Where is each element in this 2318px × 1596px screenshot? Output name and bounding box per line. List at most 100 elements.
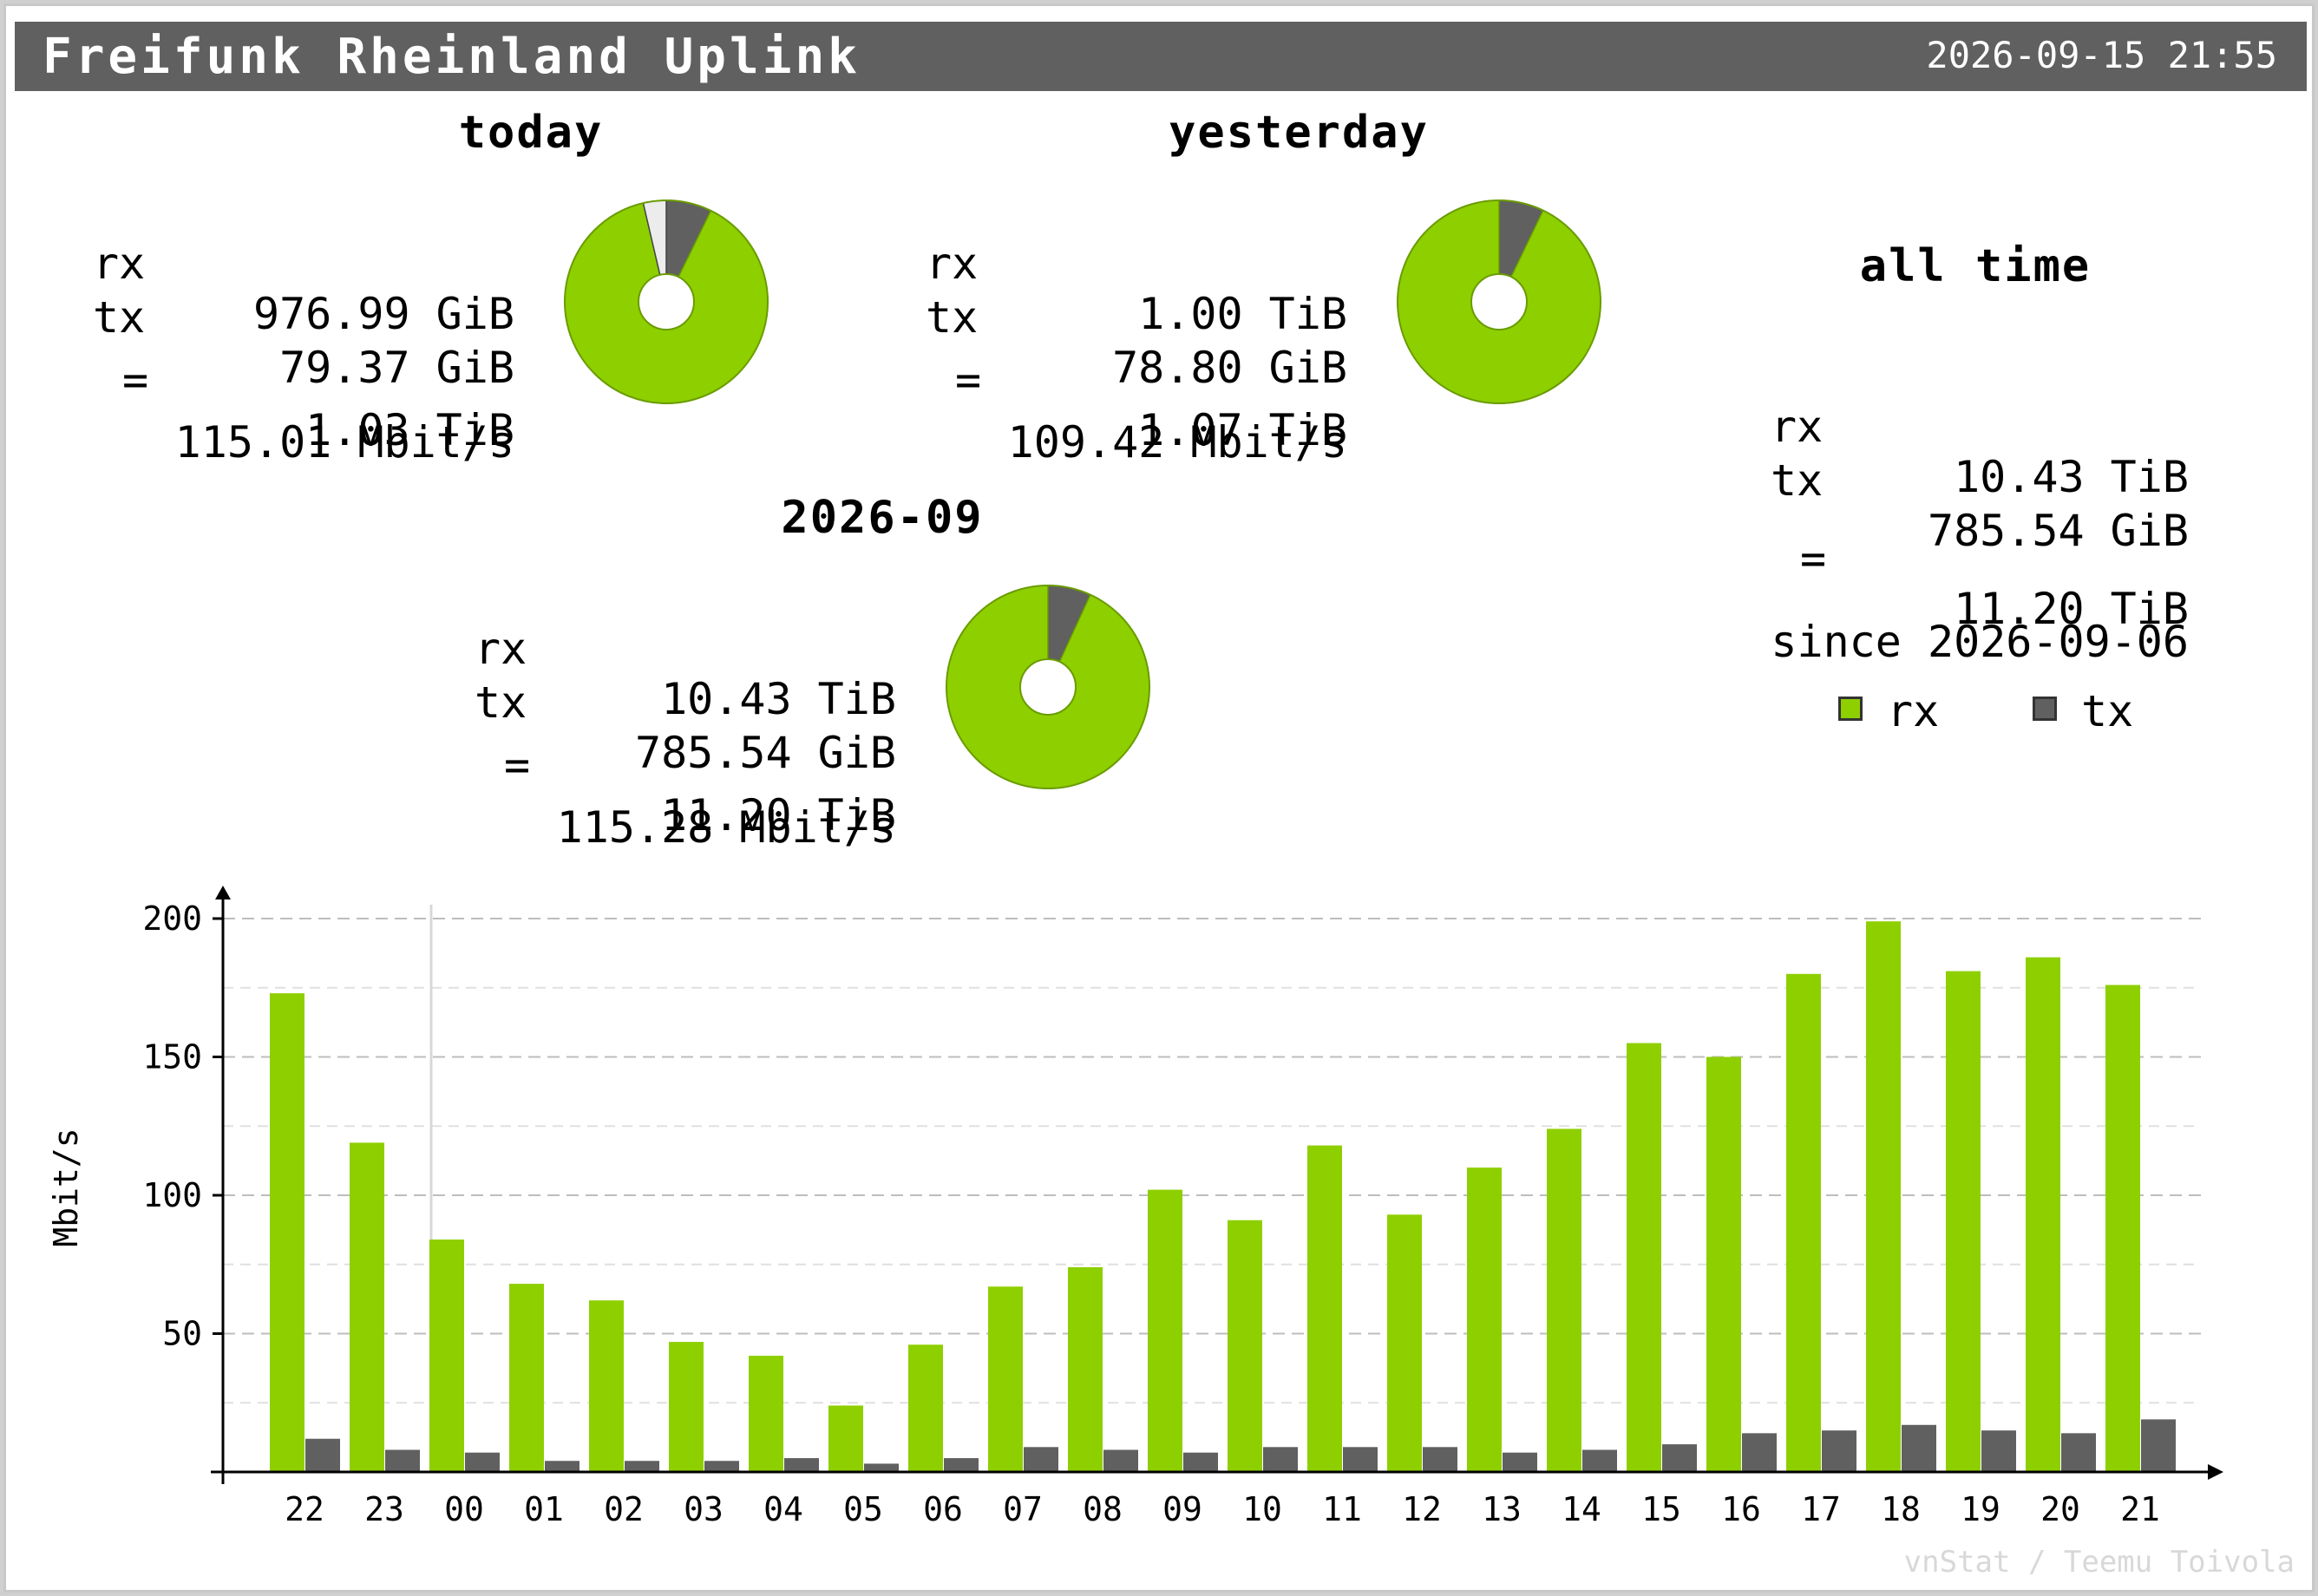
today-rx-value: 976.99 GiB [252,289,514,339]
pie-outline [1397,200,1601,404]
yesterday-total-row: = 1.07 TiB [926,304,1347,506]
x-tick-label-14: 14 [1562,1490,1601,1528]
month-rx-value: 10.43 TiB [661,674,896,724]
yesterday-rate: 109.42 Mbit/s [1007,417,1347,468]
bar-tx-07 [1024,1447,1058,1472]
today-rx-row: rx 976.99 GiB [93,188,514,389]
pie-hole [1019,658,1077,716]
bar-rx-07 [988,1286,1023,1472]
today-tx-value: 79.37 GiB [279,343,514,393]
vnstat-image: Freifunk Rheinland Uplink 2026-09-15 21:… [3,3,2315,1593]
bar-tx-15 [1662,1444,1697,1472]
month-pie-chart [946,585,1150,789]
bar-tx-10 [1263,1447,1298,1472]
bar-tx-13 [1503,1452,1537,1472]
y-axis-arrow [215,886,231,899]
legend-tx-label: tx [2081,686,2134,736]
bar-tx-04 [784,1458,819,1472]
y-tick-label: 100 [142,1176,202,1214]
pie-hole [1470,273,1528,330]
alltime-total-value: 11.20 TiB [1954,584,2189,634]
bar-rx-00 [429,1240,464,1472]
x-tick-label-03: 03 [684,1490,724,1528]
bar-rx-06 [908,1344,943,1472]
x-tick-label-19: 19 [1961,1490,2000,1528]
alltime-tx-value: 785.54 GiB [1927,506,2189,556]
bar-tx-02 [625,1461,659,1472]
x-axis-arrow [2208,1464,2223,1480]
bar-tx-23 [385,1449,420,1472]
bar-rx-23 [350,1142,384,1472]
x-tick-label-08: 08 [1083,1490,1123,1528]
month-total-value: 11.20 TiB [661,790,896,841]
yesterday-title: yesterday [1169,107,1429,159]
today-rx-label: rx [93,239,146,289]
bar-tx-11 [1343,1447,1378,1472]
bar-tx-20 [2061,1433,2096,1472]
yesterday-tx-value: 78.80 GiB [1112,343,1347,393]
today-total-value: 1.03 TiB [305,405,514,455]
bar-tx-08 [1103,1449,1138,1472]
alltime-title: all time [1859,240,2092,292]
bar-rx-04 [749,1356,783,1472]
x-tick-label-07: 07 [1003,1490,1043,1528]
x-tick-label-21: 21 [2120,1490,2160,1528]
bar-rx-08 [1068,1266,1103,1472]
legend-tx-swatch [2033,697,2057,721]
today-rate-row: 115.01 Mbit/s [93,367,514,518]
y-tick-label: 150 [142,1038,202,1076]
bar-tx-17 [1822,1430,1856,1472]
bar-tx-06 [944,1458,979,1472]
bar-rx-09 [1148,1189,1182,1472]
x-tick-label-20: 20 [2040,1490,2080,1528]
x-tick-label-16: 16 [1721,1490,1761,1528]
legend-rx-label: rx [1887,686,1940,736]
bar-rx-16 [1706,1056,1741,1472]
alltime-since: since 2026-09-06 [1771,617,2189,667]
bar-tx-12 [1423,1447,1457,1472]
today-title: today [458,107,604,159]
bar-rx-15 [1627,1043,1661,1472]
bar-tx-14 [1582,1449,1617,1472]
x-tick-label-02: 02 [604,1490,644,1528]
bar-rx-21 [2105,984,2140,1472]
x-tick-label-22: 22 [285,1490,324,1528]
legend-rx-swatch [1838,697,1863,721]
yesterday-rx-row: rx 1.00 TiB [926,188,1347,389]
x-tick-label-05: 05 [843,1490,883,1528]
bar-tx-19 [1981,1430,2016,1472]
bar-tx-18 [1902,1424,1936,1472]
alltime-rx-row: rx 10.43 TiB [1771,351,2189,553]
bar-tx-09 [1183,1452,1218,1472]
bar-tx-00 [465,1452,500,1472]
alltime-rx-label: rx [1771,402,1824,452]
bar-rx-22 [270,993,304,1472]
yesterday-pie-chart [1397,200,1601,404]
month-rate-row: 115.28 Mbit/s [475,752,896,903]
bar-rx-03 [669,1342,704,1472]
x-tick-label-00: 00 [444,1490,484,1528]
yesterday-total-value: 1.07 TiB [1138,405,1347,455]
title-bar: Freifunk Rheinland Uplink 2026-09-15 21:… [15,22,2307,91]
today-pie-chart [564,200,769,404]
bar-rx-19 [1946,971,1981,1472]
x-tick-label-01: 01 [524,1490,564,1528]
yesterday-rx-value: 1.00 TiB [1138,289,1347,339]
today-total-label: = [122,355,149,405]
y-axis-label: Mbit/s [47,1128,85,1246]
month-tx-value: 785.54 GiB [634,728,896,778]
bar-rx-10 [1228,1220,1262,1472]
bar-tx-21 [2141,1419,2176,1472]
y-tick-label: 50 [162,1315,202,1353]
bar-rx-01 [509,1284,544,1472]
month-total-row: = 11.20 TiB [475,690,896,891]
bar-tx-22 [305,1438,340,1472]
pie-hole [638,273,695,330]
pie-outline [946,585,1150,789]
alltime-tx-row: tx 785.54 GiB [1771,405,2189,606]
alltime-total-row: = 11.20 TiB [1771,483,2189,684]
month-tx-label: tx [475,677,527,728]
alltime-rx-value: 10.43 TiB [1954,452,2189,502]
x-tick-label-06: 06 [923,1490,963,1528]
pie-outline [564,200,769,404]
